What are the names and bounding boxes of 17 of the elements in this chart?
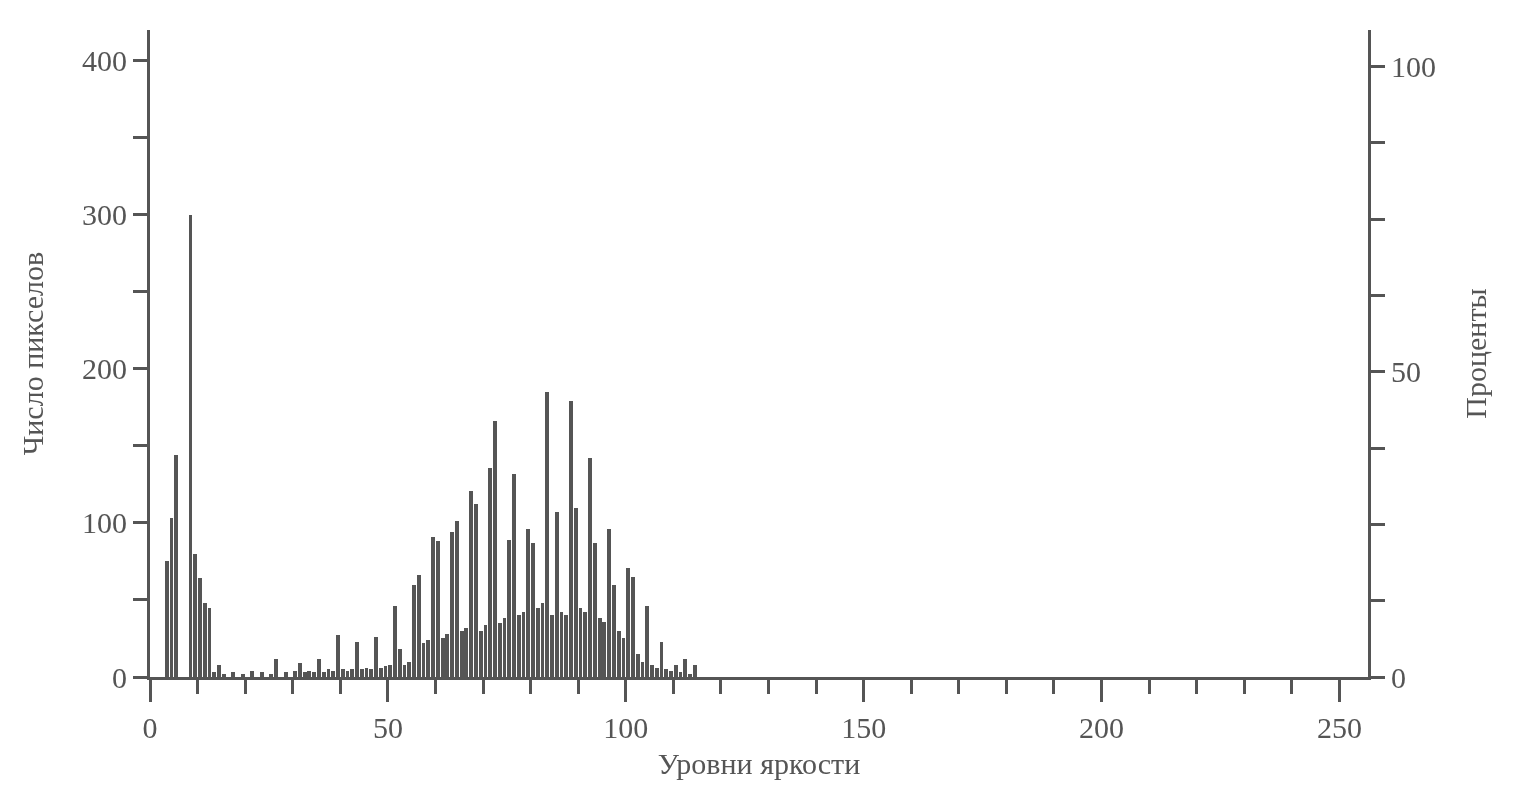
y2-axis-title: Проценты (1458, 288, 1492, 419)
y2-tick-label: 0 (1391, 660, 1406, 694)
y-tick-label: 400 (82, 44, 127, 78)
x-axis-title: Уровни яркости (657, 746, 861, 780)
y2-tick-label: 50 (1391, 355, 1421, 389)
x-tick-label: 50 (372, 711, 403, 744)
x-tick-label: 0 (142, 711, 158, 744)
y-axis-title: Число пикселов (16, 251, 49, 456)
y-tick-label: 300 (82, 198, 127, 232)
y-tick-label: 200 (82, 352, 127, 386)
x-tick-label: 100 (603, 711, 649, 744)
y2-tick-label: 100 (1391, 50, 1436, 84)
y-tick-label: 100 (82, 506, 127, 540)
y-tick-label: 0 (112, 660, 127, 694)
x-tick-label: 250 (1316, 711, 1362, 744)
x-tick-label: 200 (1079, 711, 1125, 744)
x-tick-label: 150 (841, 711, 887, 744)
